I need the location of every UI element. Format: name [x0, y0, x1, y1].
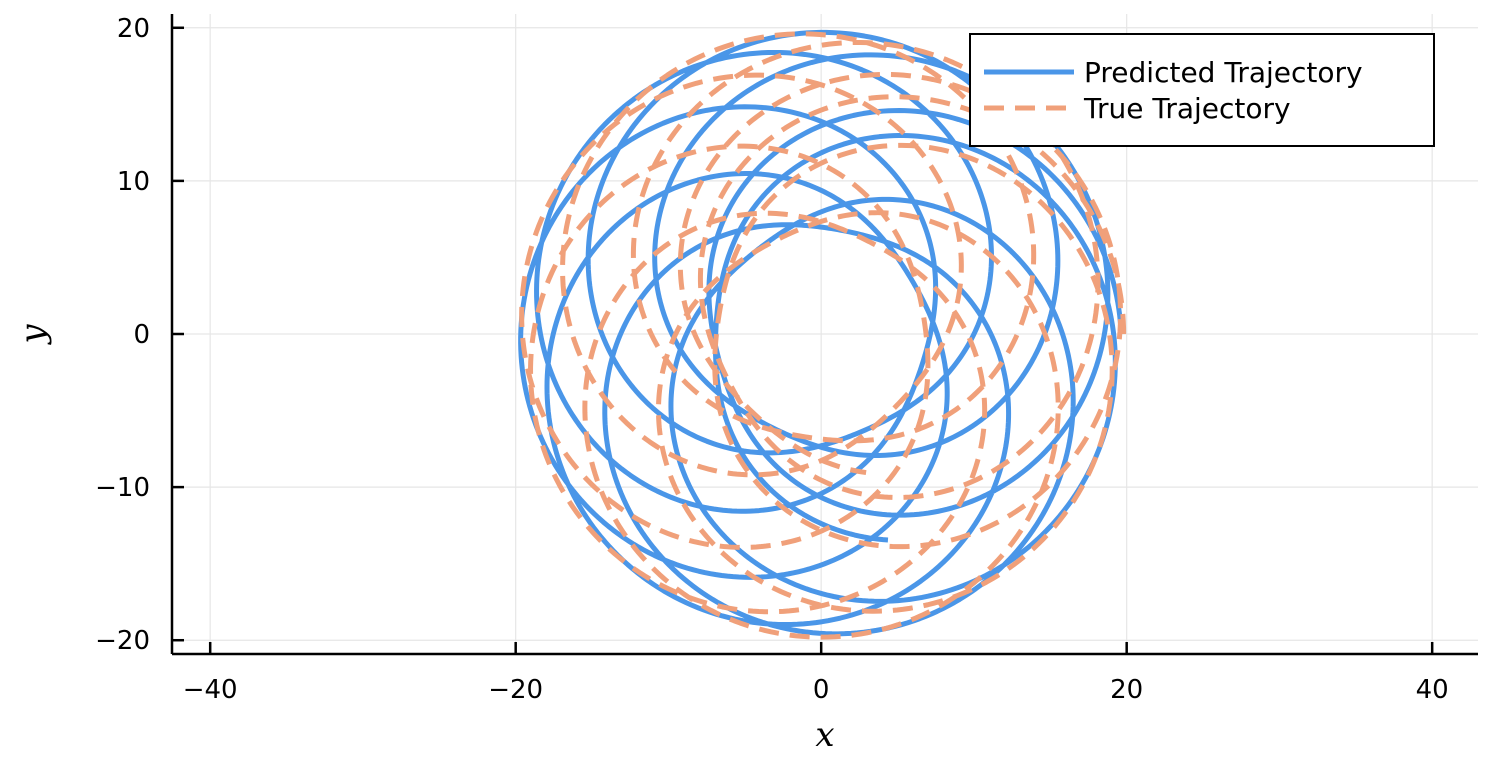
y-tick-label-3: 10	[117, 167, 150, 197]
series-layer	[518, 29, 1127, 640]
y-axis-label: y	[13, 324, 53, 346]
x-tick-label-1: −20	[488, 675, 543, 705]
legend-box	[969, 33, 1435, 147]
y-tick-label-0: −20	[95, 626, 150, 656]
legend-label-1: True Trajectory	[1083, 92, 1291, 125]
y-tick-label-2: 0	[133, 320, 150, 350]
y-tick-label-1: −10	[95, 473, 150, 503]
x-tick-label-0: −40	[183, 675, 238, 705]
y-tick-label-4: 20	[117, 14, 150, 44]
x-tick-label-3: 20	[1110, 675, 1143, 705]
legend-label-0: Predicted Trajectory	[1084, 56, 1363, 89]
series-line-1	[519, 31, 1127, 640]
ticks: −40 −20 0 20 40 −20 −10 0 10 20	[95, 14, 1449, 705]
x-tick-label-2: 0	[813, 675, 830, 705]
x-axis-label: x	[815, 715, 834, 755]
x-tick-label-4: 40	[1416, 675, 1449, 705]
